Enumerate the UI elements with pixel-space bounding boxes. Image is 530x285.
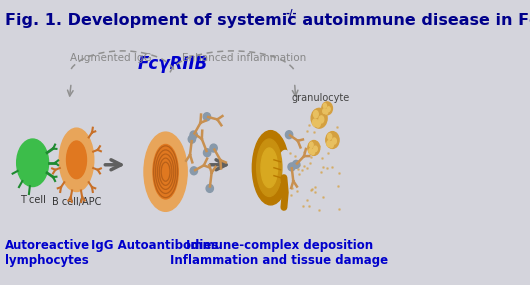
Ellipse shape — [252, 131, 289, 205]
Circle shape — [315, 120, 320, 127]
Ellipse shape — [257, 139, 282, 196]
Ellipse shape — [190, 131, 197, 139]
Ellipse shape — [204, 149, 211, 157]
Ellipse shape — [308, 141, 320, 155]
Circle shape — [327, 107, 330, 111]
Circle shape — [310, 142, 313, 148]
Text: B cell/APC: B cell/APC — [52, 198, 101, 207]
Text: Fig. 1. Development of systemic autoimmune disease in FcγRIIB: Fig. 1. Development of systemic autoimmu… — [5, 13, 530, 28]
Circle shape — [325, 109, 328, 114]
Circle shape — [330, 142, 333, 148]
Ellipse shape — [261, 148, 278, 188]
Ellipse shape — [203, 113, 210, 121]
Ellipse shape — [188, 135, 196, 143]
Text: Enhanced inflammation: Enhanced inflammation — [182, 53, 306, 63]
Circle shape — [332, 138, 337, 144]
Text: Immune-complex deposition
Inflammation and tissue damage: Immune-complex deposition Inflammation a… — [170, 239, 388, 267]
Circle shape — [323, 109, 326, 113]
Ellipse shape — [153, 144, 178, 199]
Ellipse shape — [288, 163, 295, 171]
Circle shape — [311, 149, 315, 155]
Ellipse shape — [326, 132, 339, 148]
Ellipse shape — [278, 150, 293, 185]
Ellipse shape — [67, 141, 86, 179]
Ellipse shape — [190, 167, 198, 175]
Ellipse shape — [286, 131, 293, 139]
Ellipse shape — [210, 144, 217, 152]
Ellipse shape — [311, 108, 327, 128]
Circle shape — [309, 148, 313, 154]
Circle shape — [16, 139, 49, 187]
Circle shape — [319, 116, 324, 123]
Circle shape — [328, 133, 332, 140]
Ellipse shape — [144, 132, 187, 211]
Text: -/-: -/- — [285, 9, 297, 19]
Circle shape — [314, 146, 317, 152]
Circle shape — [313, 119, 317, 126]
Text: Augmented IgG: Augmented IgG — [70, 53, 152, 63]
Circle shape — [323, 103, 326, 108]
Text: IgG Autoantibodies: IgG Autoantibodies — [91, 239, 218, 252]
Ellipse shape — [322, 102, 332, 115]
Circle shape — [327, 141, 331, 147]
Text: T cell: T cell — [20, 196, 46, 205]
Ellipse shape — [206, 184, 214, 192]
Ellipse shape — [59, 128, 94, 192]
Text: Autoreactive
lymphocytes: Autoreactive lymphocytes — [5, 239, 91, 267]
Text: granulocyte: granulocyte — [292, 93, 350, 103]
Circle shape — [313, 111, 318, 118]
Ellipse shape — [293, 160, 300, 168]
Text: FcγRIIB: FcγRIIB — [138, 55, 208, 73]
